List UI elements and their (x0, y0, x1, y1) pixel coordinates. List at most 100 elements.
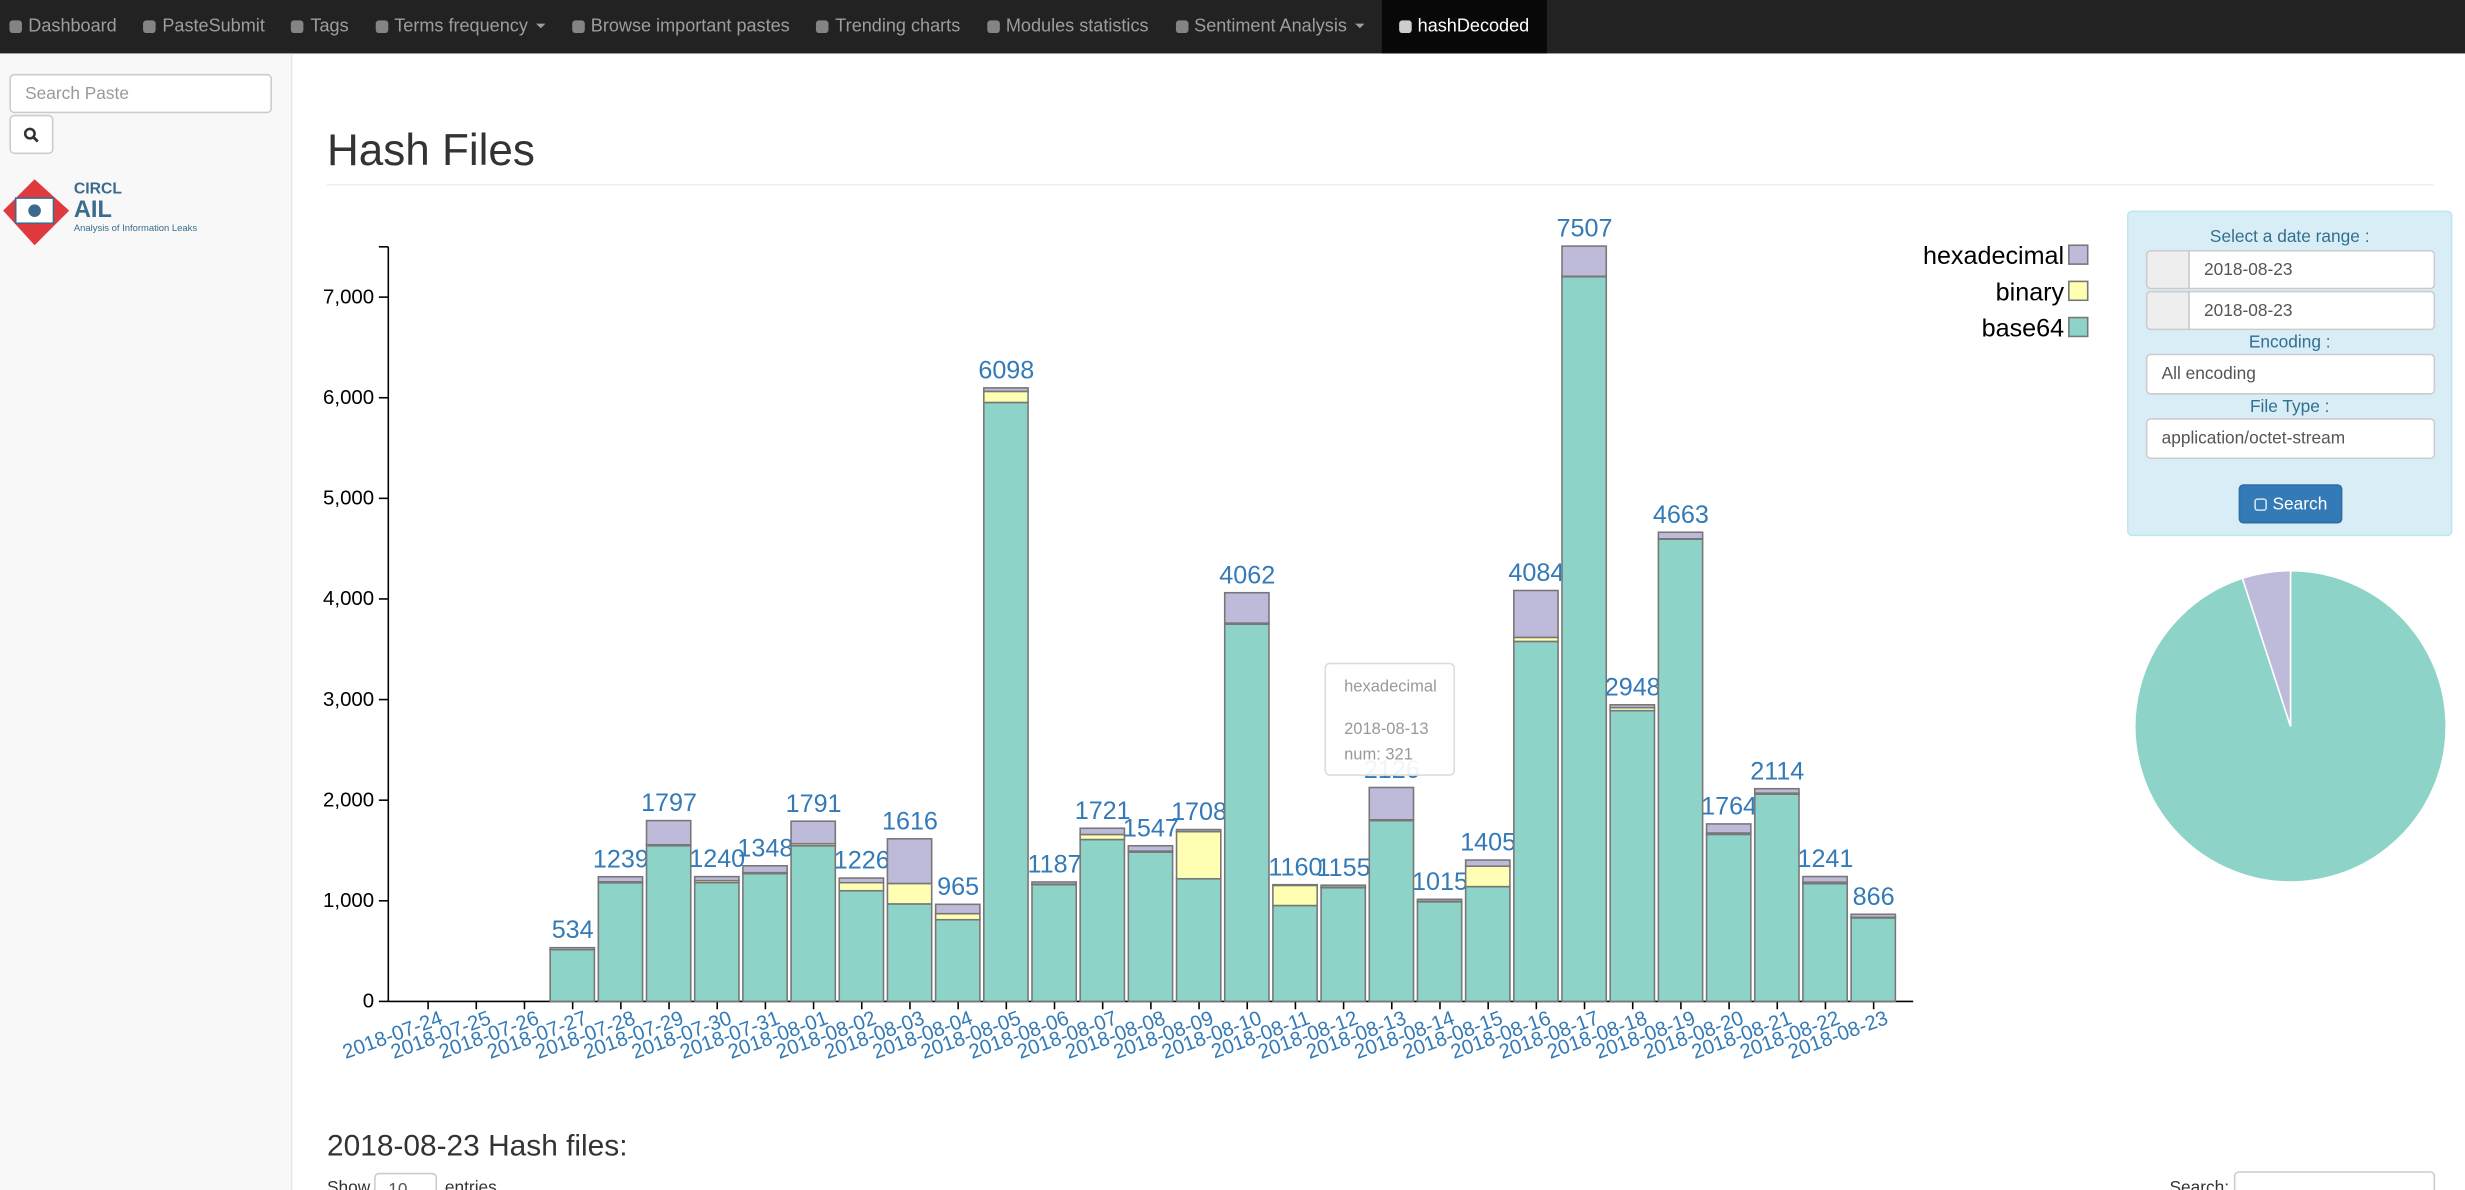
bar-total-label: 1405 (1460, 829, 1516, 857)
bar-segment (1175, 830, 1222, 880)
nav-text: Modules statistics (1005, 17, 1149, 37)
nav-link[interactable]: Browse important pastes (562, 0, 807, 53)
bar-segment (1705, 833, 1752, 1003)
entries-select[interactable]: 10 (374, 1172, 438, 1190)
bar-segment (1031, 881, 1078, 885)
bar-segment (1609, 704, 1656, 709)
nav-text: hashDecoded (1417, 17, 1530, 37)
bar-total-label: 1241 (1797, 845, 1853, 873)
bar-segment (1320, 884, 1367, 888)
button-text: Search (2272, 494, 2328, 514)
bar-segment (1368, 786, 1415, 821)
y-tick-label: 4,000 (323, 588, 374, 610)
bar-total-label: 1226 (834, 847, 890, 875)
nav-link-active[interactable]: hashDecoded (1381, 0, 1547, 54)
search-label: Search: (2169, 1179, 2230, 1190)
bar-segment (1223, 623, 1270, 1003)
bar-segment (1705, 823, 1752, 834)
y-tick-label: 3,000 (323, 689, 374, 711)
bar-total-label: 534 (552, 916, 594, 944)
bar-segment (1416, 901, 1463, 1003)
search-input[interactable]: Search Paste (9, 73, 272, 114)
bar-segment (1272, 904, 1318, 1003)
search-button[interactable]: Search (2238, 484, 2343, 524)
label: Select a date range : (2209, 227, 2370, 247)
logo-subtitle: Analysis of Information Leaks (73, 224, 198, 235)
bar-total-label: 1791 (786, 790, 842, 818)
file-type-select[interactable]: application/octet-stream (2145, 418, 2436, 460)
bar-total-label: 965 (937, 873, 979, 901)
bar-segment (693, 881, 740, 1003)
bar-segment (742, 864, 788, 874)
date-to-input[interactable]: 2018-08-23 (2188, 290, 2436, 331)
nav-dropdown[interactable]: Terms frequency (366, 0, 563, 53)
bar-segment (1561, 275, 1608, 1003)
y-tick-label: 1,000 (323, 890, 374, 912)
nav-link[interactable]: Tags (282, 0, 366, 53)
nav-link[interactable]: Trending charts (807, 0, 978, 53)
value: application/octet-stream (2161, 429, 2346, 449)
encoding-select[interactable]: All encoding (2145, 353, 2436, 395)
filter-panel: Select a date range : 2018-08-23 2018-08… (2127, 210, 2453, 537)
logo: CIRCL AIL Analysis of Information Leaks (0, 176, 236, 248)
calendar-addon (2145, 249, 2190, 290)
date-from-input[interactable]: 2018-08-23 (2188, 249, 2436, 290)
bar-segment (1657, 538, 1704, 1003)
pie-slice (2241, 569, 2292, 727)
bar-segment (886, 882, 933, 905)
bar-segment (1561, 245, 1608, 278)
legend-swatch (2068, 244, 2089, 265)
value: 10 (388, 1181, 407, 1190)
nav-text: Sentiment Analysis (1194, 17, 1347, 37)
bar-segment (1031, 883, 1078, 1003)
divider (326, 183, 2434, 186)
bar-segment (983, 390, 1029, 404)
nav-text: Trending charts (835, 17, 961, 37)
bar-segment (983, 401, 1029, 1003)
legend-swatch (2068, 280, 2089, 302)
tooltip-value: num: 321 (1344, 745, 1413, 763)
bar-total-label: 1708 (1171, 798, 1227, 826)
value: 2018-08-23 (2204, 301, 2293, 320)
tooltip-box (1324, 662, 1455, 776)
bar-total-label: 1764 (1701, 792, 1757, 820)
nav-dropdown[interactable]: Sentiment Analysis (1166, 0, 1382, 53)
bar-segment (934, 912, 981, 921)
bar-total-label: 1721 (1075, 797, 1131, 825)
bar-segment (742, 872, 788, 1003)
search-button[interactable] (9, 114, 54, 155)
value: All encoding (2161, 364, 2256, 384)
bar-total-label: 1616 (882, 807, 938, 835)
nav-link[interactable]: Dashboard (0, 0, 134, 53)
value: 2018-08-23 (2204, 260, 2293, 280)
bar-segment (790, 820, 837, 845)
placeholder: Search Paste (25, 84, 129, 103)
bar-segment (597, 875, 644, 883)
logo-title: CIRCL (73, 180, 122, 199)
bar-segment (1079, 838, 1126, 1003)
y-tick-label: 0 (363, 991, 374, 1013)
bar-segment (790, 844, 837, 1003)
nav-text: Terms frequency (394, 17, 528, 37)
bar-segment (983, 387, 1029, 393)
legend-label: base64 (1982, 314, 2064, 342)
section-title: 2018-08-23 Hash files: (326, 1130, 628, 1164)
bar-segment (838, 881, 885, 892)
bar-segment (1320, 886, 1367, 1003)
bar-total-label: 1348 (737, 834, 793, 862)
tooltip-series: hexadecimal (1344, 678, 1437, 696)
legend-label: hexadecimal (1923, 242, 2064, 270)
table-search-input[interactable] (2233, 1171, 2436, 1190)
bar-segment (1464, 859, 1511, 867)
bar-segment (1513, 589, 1559, 639)
nav-link[interactable]: PasteSubmit (134, 0, 282, 53)
nav-link[interactable]: Modules statistics (978, 0, 1166, 53)
bar-total-label: 2948 (1605, 673, 1661, 701)
nav-text: PasteSubmit (162, 17, 265, 37)
bar-segment (1175, 828, 1222, 833)
bar-total-label: 1155 (1317, 854, 1371, 882)
bar-segment (1368, 819, 1415, 1003)
bar-total-label: 1160 (1268, 853, 1322, 881)
bar-segment (1464, 885, 1511, 1003)
